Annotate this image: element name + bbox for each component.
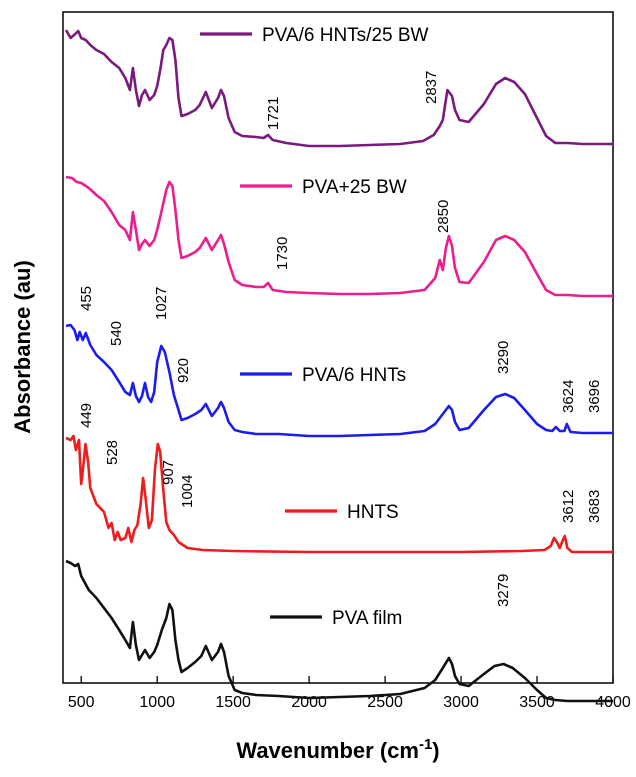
x-tick-label: 500	[68, 694, 95, 711]
peak-label: 3290	[495, 341, 512, 374]
peak-label: 1004	[179, 475, 196, 508]
peak-label: 3683	[586, 490, 603, 523]
x-tick-label: 4000	[595, 694, 631, 711]
peak-label: 2837	[423, 71, 440, 104]
plot-frame	[62, 11, 614, 684]
series-layer	[64, 29, 613, 703]
legend-label-1: PVA+25 BW	[302, 177, 407, 198]
x-tick-label: 2500	[367, 694, 403, 711]
x-tick-label: 1500	[215, 694, 251, 711]
x-tick-label: 1000	[139, 694, 175, 711]
legend-label-4: PVA film	[332, 608, 402, 629]
x-tick-label: 3000	[443, 694, 479, 711]
legend-label-3: HNTS	[347, 502, 399, 523]
series-line-4	[65, 559, 613, 703]
series-line-2	[65, 323, 613, 438]
legend-layer: PVA/6 HNTs/25 BW PVA+25 BW PVA/6 HNTs HNTS P…	[200, 25, 429, 629]
legend-label-2: PVA/6 HNTs	[302, 365, 406, 386]
peak-label: 3279	[495, 574, 512, 607]
x-axis: 500 1000 1500 2000 2500 3000 3500 4000	[68, 676, 631, 711]
series-line-3	[65, 434, 613, 554]
peak-label: 3612	[560, 490, 577, 523]
peak-label-layer: 1721 2837 1730 2850 455 540 920 1027 3290 3624 369…	[78, 71, 603, 607]
peak-label: 1027	[153, 287, 170, 320]
series-line-1	[65, 175, 613, 298]
peak-label: 528	[104, 440, 121, 465]
peak-label: 3624	[560, 380, 577, 413]
x-axis-title: Wavenumber (cm-1)	[236, 736, 439, 763]
peak-label: 540	[108, 321, 125, 346]
peak-label: 455	[78, 286, 95, 311]
y-axis-title: Absorbance (au)	[10, 260, 35, 434]
peak-label: 1721	[265, 97, 282, 130]
peak-label: 449	[78, 403, 95, 428]
x-axis-title-superscript: -1	[419, 736, 432, 753]
series-line-0	[64, 29, 613, 148]
x-axis-title-main: Wavenumber (cm	[236, 738, 419, 763]
x-axis-title-suffix: )	[432, 738, 439, 763]
peak-label: 3696	[586, 380, 603, 413]
legend-label-0: PVA/6 HNTs/25 BW	[262, 25, 429, 46]
peak-label: 2850	[435, 200, 452, 233]
peak-label: 1730	[274, 237, 291, 270]
x-tick-label: 3500	[519, 694, 555, 711]
peak-label: 907	[160, 460, 177, 485]
peak-label: 920	[175, 358, 192, 383]
